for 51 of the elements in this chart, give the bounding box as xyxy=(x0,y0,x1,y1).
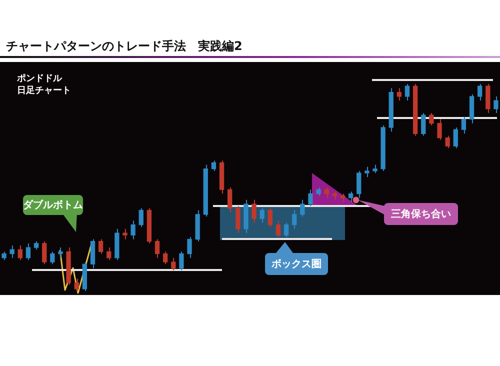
candlestick xyxy=(284,222,289,238)
candlestick xyxy=(292,210,297,230)
annotation: 日足チャート xyxy=(17,85,71,97)
chart-title: チャートパターンのトレード手法 実践編2 xyxy=(6,38,242,55)
candlestick xyxy=(50,251,55,265)
candlestick xyxy=(18,244,22,260)
candlestick xyxy=(171,257,176,271)
candlestick xyxy=(268,208,272,228)
candlestick xyxy=(486,84,490,114)
candlestick xyxy=(58,247,63,258)
candlestick xyxy=(453,126,458,149)
candlestick xyxy=(364,166,370,178)
candlestick xyxy=(162,251,168,265)
candlestick xyxy=(308,189,313,207)
candlestick xyxy=(179,251,184,271)
candlestick xyxy=(130,220,136,240)
candlestick xyxy=(356,170,362,198)
candlestick xyxy=(300,199,305,217)
annotation: 三角保ち合い xyxy=(384,203,458,225)
candlestick xyxy=(478,84,482,102)
candlestick xyxy=(421,112,426,136)
candlestick xyxy=(122,228,128,240)
candlestick xyxy=(494,96,498,114)
candlestick xyxy=(348,191,354,202)
candlestick xyxy=(404,84,410,102)
candlestick xyxy=(276,220,281,238)
candlestick xyxy=(228,187,232,213)
candlestick xyxy=(42,240,47,265)
candlestick xyxy=(252,199,256,224)
candlestick xyxy=(469,94,474,124)
candlestick xyxy=(138,208,144,228)
candlestick xyxy=(154,238,160,258)
candlestick xyxy=(90,238,96,269)
annotation: ポンドドル xyxy=(17,73,62,85)
annotation: ボックス圏 xyxy=(265,253,328,275)
annotation: ダブルボトム xyxy=(23,195,83,215)
candlestick xyxy=(98,238,104,254)
candlestick xyxy=(187,236,192,258)
candlestick xyxy=(26,242,31,260)
candlestick xyxy=(445,135,450,149)
candlestick xyxy=(74,278,79,292)
candlestick xyxy=(461,116,466,134)
candlestick xyxy=(396,88,402,102)
candlestick xyxy=(211,160,216,172)
candlestick xyxy=(10,244,14,258)
candlestick xyxy=(236,206,240,234)
candlestick xyxy=(324,187,329,198)
candlestick xyxy=(437,118,442,140)
candlestick xyxy=(106,247,112,260)
candlestick xyxy=(260,208,264,224)
candlestick xyxy=(429,112,434,126)
